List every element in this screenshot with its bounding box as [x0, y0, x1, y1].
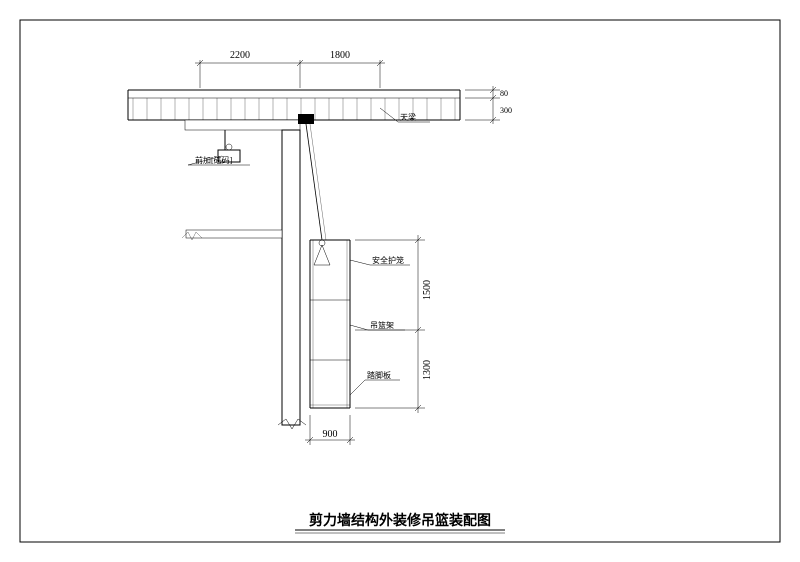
- hook-sling: [314, 245, 330, 265]
- label-guard: 安全护笼: [372, 255, 404, 265]
- parapet: [185, 120, 300, 130]
- dim-80: 80: [500, 89, 508, 98]
- dim-300: 300: [500, 106, 512, 115]
- label-roof-beam: 天梁: [400, 113, 416, 122]
- label-frame: 吊篮架: [370, 320, 394, 330]
- floor-slab: [182, 230, 282, 240]
- leader: [350, 260, 370, 265]
- leader: [350, 380, 365, 395]
- suspension-cable-1: [306, 124, 322, 240]
- shear-wall: [278, 130, 306, 429]
- drawing-title: 剪力墙结构外装修吊篮装配图: [309, 512, 491, 529]
- dim-1300: 1300: [422, 360, 433, 380]
- label-counterweight: 前加[砝码]: [195, 155, 233, 165]
- hoist-trolley: [298, 114, 314, 124]
- leader: [350, 325, 368, 330]
- dim-900: 900: [323, 429, 338, 440]
- drawing-border: [20, 20, 780, 542]
- dim-1500: 1500: [422, 280, 433, 300]
- suspension-cable-2: [310, 124, 326, 240]
- dim-1800: 1800: [330, 50, 350, 61]
- label-footboard: 踏脚板: [367, 370, 391, 380]
- dim-2200: 2200: [230, 50, 250, 61]
